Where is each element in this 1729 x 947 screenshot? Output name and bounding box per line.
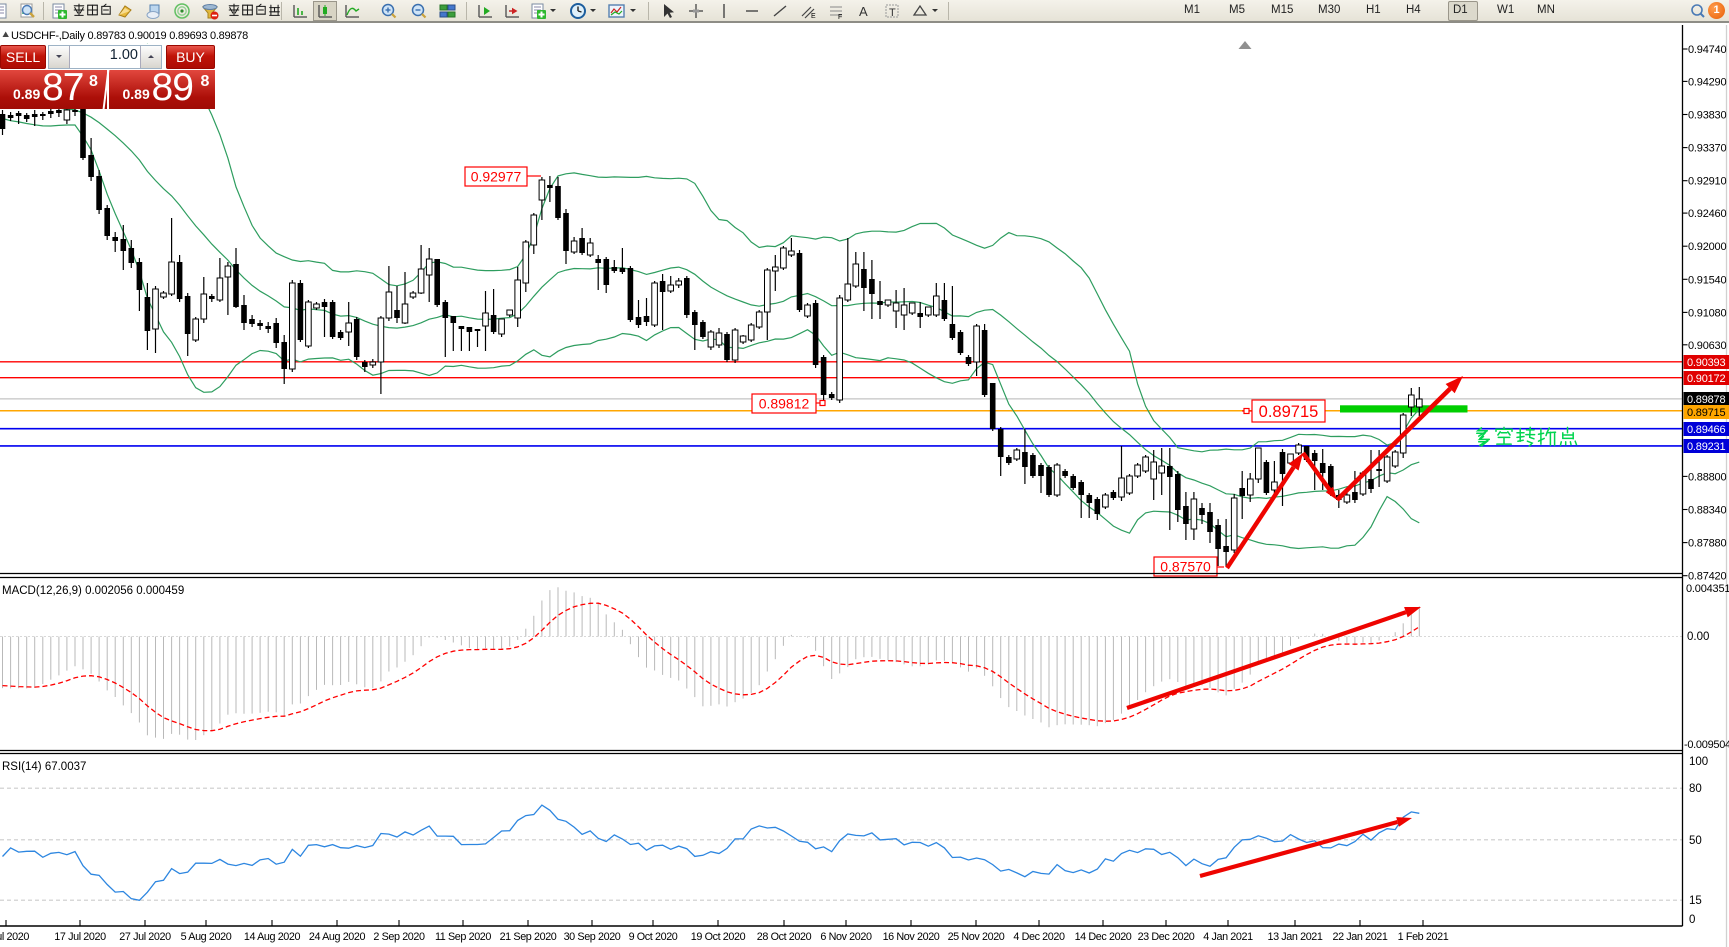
svg-text:RSI(14) 67.0037: RSI(14) 67.0037: [2, 761, 86, 773]
svg-text:24 Aug 2020: 24 Aug 2020: [309, 931, 366, 943]
svg-text:E: E: [811, 13, 816, 20]
svg-text:2 Sep 2020: 2 Sep 2020: [373, 931, 425, 943]
svg-text:11 Sep 2020: 11 Sep 2020: [435, 931, 491, 943]
svg-text:30 Sep 2020: 30 Sep 2020: [564, 931, 621, 943]
svg-text:USDCHF-,Daily 0.89783 0.90019: USDCHF-,Daily 0.89783 0.90019 0.89693 0.…: [11, 30, 248, 42]
svg-text:17 Jul 2020: 17 Jul 2020: [54, 931, 106, 943]
svg-text:21 Sep 2020: 21 Sep 2020: [500, 931, 557, 943]
svg-text:0.91080: 0.91080: [1688, 307, 1726, 319]
svg-text:0.89466: 0.89466: [1687, 424, 1725, 436]
svg-text:13 Jan 2021: 13 Jan 2021: [1267, 931, 1322, 943]
svg-text:0.92977: 0.92977: [471, 169, 522, 185]
svg-text:0.90393: 0.90393: [1687, 357, 1725, 369]
svg-text:0.89812: 0.89812: [759, 396, 810, 412]
svg-text:0.93830: 0.93830: [1688, 110, 1726, 122]
svg-text:19 Oct 2020: 19 Oct 2020: [691, 931, 746, 943]
svg-text:6 Nov 2020: 6 Nov 2020: [820, 931, 872, 943]
svg-text:1 Feb 2021: 1 Feb 2021: [1398, 931, 1449, 943]
svg-text:0.004351: 0.004351: [1686, 583, 1729, 595]
svg-text:T: T: [889, 7, 896, 19]
svg-text:0.92460: 0.92460: [1688, 208, 1726, 220]
svg-text:0.92910: 0.92910: [1688, 176, 1726, 188]
svg-text:0.90630: 0.90630: [1688, 340, 1726, 352]
svg-text:14 Dec 2020: 14 Dec 2020: [1075, 931, 1132, 943]
svg-text:4 Dec 2020: 4 Dec 2020: [1013, 931, 1065, 943]
svg-text:0.90172: 0.90172: [1687, 373, 1725, 385]
svg-text:22 Jan 2021: 22 Jan 2021: [1332, 931, 1387, 943]
svg-text:5 Aug 2020: 5 Aug 2020: [181, 931, 232, 943]
svg-text:15: 15: [1689, 895, 1702, 907]
svg-text:0.93370: 0.93370: [1688, 143, 1726, 155]
svg-text:0.92000: 0.92000: [1688, 241, 1726, 253]
svg-text:0.89715: 0.89715: [1259, 403, 1319, 421]
svg-text:0.89878: 0.89878: [1687, 394, 1725, 406]
svg-text:8 Jul 2020: 8 Jul 2020: [0, 931, 29, 943]
svg-text:0.87880: 0.87880: [1688, 538, 1726, 550]
svg-text:0.94290: 0.94290: [1688, 76, 1726, 88]
svg-text:0.89231: 0.89231: [1687, 441, 1725, 453]
svg-text:23 Dec 2020: 23 Dec 2020: [1138, 931, 1195, 943]
svg-text:0.94740: 0.94740: [1688, 44, 1726, 56]
svg-text:27 Jul 2020: 27 Jul 2020: [119, 931, 171, 943]
svg-text:MACD(12,26,9) 0.002056 0.00045: MACD(12,26,9) 0.002056 0.000459: [2, 585, 184, 597]
svg-text:F: F: [838, 14, 842, 20]
svg-text:0.87420: 0.87420: [1688, 571, 1726, 583]
svg-text:0.88800: 0.88800: [1688, 471, 1726, 483]
svg-text:0.87570: 0.87570: [1160, 559, 1211, 575]
svg-text:80: 80: [1689, 783, 1702, 795]
svg-text:0.91540: 0.91540: [1688, 274, 1726, 286]
svg-text:16 Nov 2020: 16 Nov 2020: [883, 931, 940, 943]
svg-text:4 Jan 2021: 4 Jan 2021: [1203, 931, 1253, 943]
svg-text:100: 100: [1689, 756, 1708, 768]
svg-text:0: 0: [1689, 914, 1695, 926]
svg-text:50: 50: [1689, 835, 1702, 847]
svg-text:28 Oct 2020: 28 Oct 2020: [757, 931, 812, 943]
svg-text:9 Oct 2020: 9 Oct 2020: [629, 931, 678, 943]
svg-text:A: A: [859, 4, 868, 19]
svg-text:-0.009504: -0.009504: [1684, 739, 1729, 751]
svg-text:0.88340: 0.88340: [1688, 505, 1726, 517]
svg-text:0.00: 0.00: [1687, 631, 1709, 643]
svg-text:25 Nov 2020: 25 Nov 2020: [948, 931, 1005, 943]
svg-text:0.89715: 0.89715: [1687, 407, 1725, 419]
svg-text:14 Aug 2020: 14 Aug 2020: [244, 931, 301, 943]
